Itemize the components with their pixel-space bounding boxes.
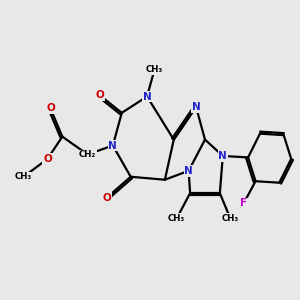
Text: CH₂: CH₂ bbox=[79, 150, 96, 159]
Text: N: N bbox=[184, 166, 193, 176]
Text: O: O bbox=[103, 193, 111, 202]
Text: N: N bbox=[218, 151, 227, 161]
Text: CH₃: CH₃ bbox=[146, 65, 163, 74]
Text: O: O bbox=[95, 90, 104, 100]
Text: CH₃: CH₃ bbox=[15, 172, 32, 181]
Text: N: N bbox=[192, 102, 200, 112]
Text: CH₃: CH₃ bbox=[222, 214, 239, 223]
Text: CH₃: CH₃ bbox=[168, 214, 185, 223]
Text: N: N bbox=[109, 140, 117, 151]
Text: O: O bbox=[46, 103, 55, 113]
Text: F: F bbox=[240, 199, 247, 208]
Text: N: N bbox=[143, 92, 152, 101]
Text: O: O bbox=[43, 154, 52, 164]
